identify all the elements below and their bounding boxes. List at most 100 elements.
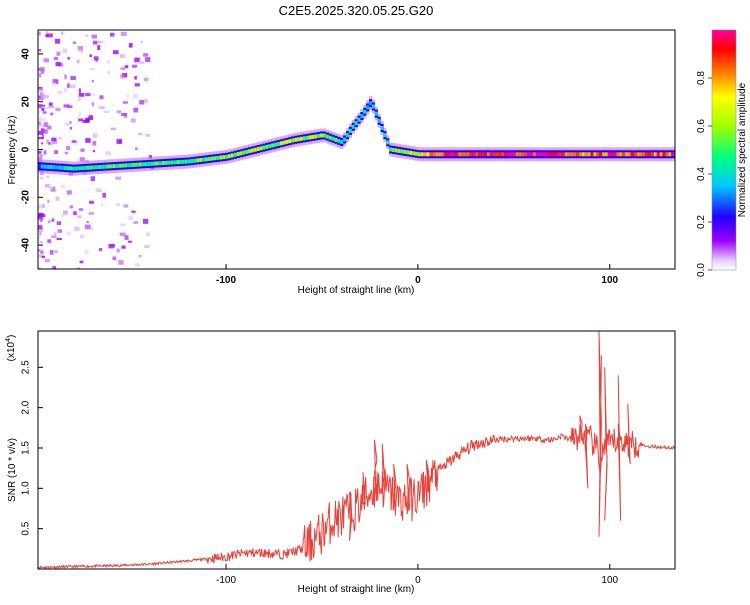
spectrogram-noise-cell: [38, 31, 41, 36]
spectrogram-noise-cell: [53, 150, 58, 154]
spectrogram-core-cell: [294, 137, 298, 142]
spectrogram-noise-cell: [134, 57, 140, 63]
spectrogram-core-cell: [544, 152, 548, 157]
spectrogram-core-cell: [570, 152, 574, 157]
spectrogram-core-cell: [222, 155, 226, 160]
spectrogram-core-cell: [475, 152, 479, 157]
spectrogram-noise-cell: [40, 213, 46, 218]
spectrogram-noise-cell: [88, 115, 93, 120]
spectrogram-noise-cell: [145, 57, 151, 62]
spectrogram-noise-cell: [112, 256, 117, 261]
spectrogram-core-cell: [636, 152, 640, 157]
spectrogram-core-cell: [627, 152, 632, 157]
snr-spike: [362, 472, 366, 505]
spectrogram-noise-cell: [38, 68, 41, 71]
snr-series-line: [38, 423, 675, 569]
spectrogram-noise-cell: [45, 31, 48, 34]
spectrogram-core-cell: [49, 165, 53, 170]
spectrogram-noise-cell: [40, 216, 44, 220]
spectrogram-core-cell: [368, 101, 373, 106]
spectrogram-noise-cell: [64, 122, 70, 127]
spectrogram-noise-cell: [51, 137, 57, 142]
spectrogram-noise-cell: [67, 56, 70, 60]
spectrogram-core-cell: [256, 147, 260, 152]
spectrogram-noise-cell: [92, 133, 98, 138]
spectrogram-noise-cell: [101, 203, 104, 206]
spectrogram-core-cell: [245, 149, 249, 154]
spectrogram-noise-cell: [109, 243, 116, 248]
spectrogram-noise-cell: [43, 95, 49, 99]
spectrogram-noise-cell: [43, 58, 50, 63]
spectrogram-core-cell: [176, 160, 180, 165]
snr-spike: [349, 492, 353, 541]
spectrogram-noise-cell: [40, 250, 44, 255]
spectrogram-core-cell: [484, 152, 488, 157]
spectrogram-core-cell: [659, 152, 663, 157]
spectrogram-core-cell: [322, 133, 327, 138]
spectrogram-core-cell: [573, 152, 577, 157]
spectrogram-noise-cell: [107, 59, 110, 64]
spectrogram-noise-cell: [93, 40, 98, 45]
spectrogram-core-cell: [435, 152, 439, 157]
spectrogram-noise-cell: [38, 249, 41, 252]
spectrogram-core-cell: [504, 152, 508, 157]
spectrogram-core-cell: [81, 166, 85, 171]
spectrogram-noise-cell: [58, 62, 64, 67]
spectrogram-noise-cell: [52, 150, 55, 154]
spectrogram-noise-cell: [39, 241, 44, 244]
spectrogram-core-cell: [602, 152, 606, 157]
spectrogram-noise-cell: [103, 110, 110, 114]
spectrogram-noise-cell: [78, 93, 85, 97]
spectrogram-core-cell: [107, 164, 111, 169]
spectrogram-noise-cell: [38, 137, 44, 140]
spectrogram-core-cell: [461, 152, 465, 157]
spectrogram-core-cell: [432, 152, 436, 157]
spectrogram-core-cell: [173, 160, 177, 165]
spectrogram-noise-cell: [99, 106, 105, 109]
spectrogram-noise-cell: [133, 94, 138, 99]
spectrogram-noise-cell: [133, 221, 139, 224]
spectrogram-noise-cell: [46, 175, 50, 178]
spectrogram-noise-cell: [95, 187, 101, 190]
spectrogram-noise-cell: [120, 74, 124, 78]
spectrogram-core-cell: [521, 152, 525, 157]
spectrogram-core-cell: [78, 166, 82, 171]
spectrogram-noise-cell: [47, 199, 50, 203]
spectrogram-core-cell: [219, 155, 223, 160]
snr-ytick-label: 2.0: [21, 400, 32, 414]
spectrogram-noise-cell: [51, 235, 57, 239]
spectrogram-noise-cell: [40, 172, 44, 176]
spectrogram-core-cell: [317, 133, 321, 138]
spectrogram-core-cell: [207, 156, 212, 161]
spectrogram-core-cell: [429, 152, 433, 157]
spectrogram-core-cell: [495, 152, 499, 157]
spectrogram-noise-cell: [134, 76, 137, 80]
spectrogram-xtick-label: 0: [415, 275, 421, 286]
spectrogram-noise-cell: [67, 105, 73, 109]
spectrogram-core-cell: [262, 145, 266, 150]
spectrogram-core-cell: [55, 165, 59, 170]
spectrogram-noise-cell: [44, 107, 49, 110]
spectrogram-core-cell: [420, 152, 424, 157]
colorbar-tick-label: 0.4: [696, 167, 707, 181]
snr-spike: [373, 439, 378, 488]
spectrogram-noise-cell: [133, 107, 139, 113]
spectrogram-core-cell: [449, 152, 453, 157]
spectrogram-noise-cell: [135, 147, 138, 151]
spectrogram-noise-cell: [38, 255, 43, 258]
spectrogram-core-cell: [115, 163, 119, 168]
spectrogram-noise-cell: [66, 190, 72, 195]
spectrogram-core-cell: [334, 137, 338, 142]
spectrogram-noise-cell: [85, 138, 91, 143]
spectrogram-core-cell: [288, 139, 292, 144]
spectrogram-noise-cell: [121, 74, 125, 79]
spectrogram-noise-cell: [140, 40, 143, 44]
spectrogram-noise-cell: [121, 112, 128, 116]
spectrogram-noise-cell: [39, 231, 42, 236]
spectrogram-core-cell: [109, 164, 114, 169]
spectrogram-core-cell: [541, 152, 545, 157]
spectrogram-noise-cell: [82, 120, 87, 123]
spectrogram-noise-cell: [53, 57, 58, 61]
spectrogram-noise-cell: [89, 200, 94, 204]
